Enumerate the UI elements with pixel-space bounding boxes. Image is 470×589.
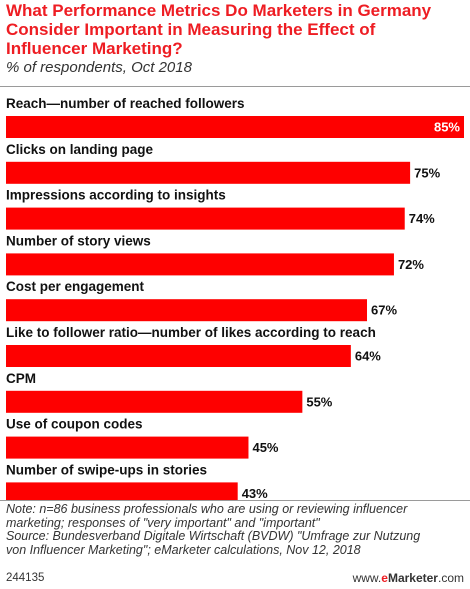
value-label: 85% xyxy=(434,120,460,135)
brand-prefix: www. xyxy=(352,571,382,585)
bar xyxy=(6,390,303,413)
category-label: Use of coupon codes xyxy=(6,417,143,432)
bar xyxy=(6,207,405,230)
value-label: 43% xyxy=(242,486,268,500)
source-line: von Influencer Marketing"; eMarketer cal… xyxy=(6,542,361,557)
source-line: Source: Bundesverband Digitale Wirtschaf… xyxy=(6,529,421,544)
chart-subtitle: % of respondents, Oct 2018 xyxy=(6,59,192,76)
category-label: Reach—number of reached followers xyxy=(6,96,245,111)
brand-name: Marketer xyxy=(387,571,438,585)
category-label: CPM xyxy=(6,371,36,386)
bar xyxy=(6,253,394,276)
brand-suffix: .com xyxy=(437,571,464,585)
chart-title: What Performance Metrics Do Marketers in… xyxy=(6,1,432,58)
category-label: Cost per engagement xyxy=(6,279,145,294)
bar-chart: Reach—number of reached followers 85% Clic… xyxy=(6,96,464,500)
chart-note: Note: n=86 business professionals who ar… xyxy=(6,502,466,557)
value-label: 64% xyxy=(355,349,381,364)
value-label: 75% xyxy=(414,165,440,180)
bar xyxy=(6,116,464,138)
bar xyxy=(6,436,249,459)
bar xyxy=(6,482,238,500)
emarketer-logo[interactable]: www.eMarketer.com xyxy=(353,571,464,585)
bottom-divider xyxy=(0,500,470,501)
value-label: 67% xyxy=(371,303,397,318)
note-line: Note: n=86 business professionals who ar… xyxy=(6,502,408,516)
category-label: Number of swipe-ups in stories xyxy=(6,462,207,477)
category-label: Impressions according to insights xyxy=(6,188,226,203)
value-label: 55% xyxy=(306,394,332,409)
top-divider xyxy=(0,86,470,87)
value-label: 45% xyxy=(252,440,278,455)
category-label: Number of story views xyxy=(6,233,151,248)
value-label: 72% xyxy=(398,257,424,272)
value-label: 74% xyxy=(409,211,435,226)
bar xyxy=(6,345,351,367)
category-label: Clicks on landing page xyxy=(6,142,154,157)
note-line: marketing; responses of "very important"… xyxy=(6,515,320,530)
category-label: Like to follower ratio—number of likes a… xyxy=(6,325,376,340)
bar xyxy=(6,299,368,322)
brand-e: e xyxy=(381,571,388,585)
chart-id: 244135 xyxy=(6,572,45,584)
bar xyxy=(6,161,411,184)
